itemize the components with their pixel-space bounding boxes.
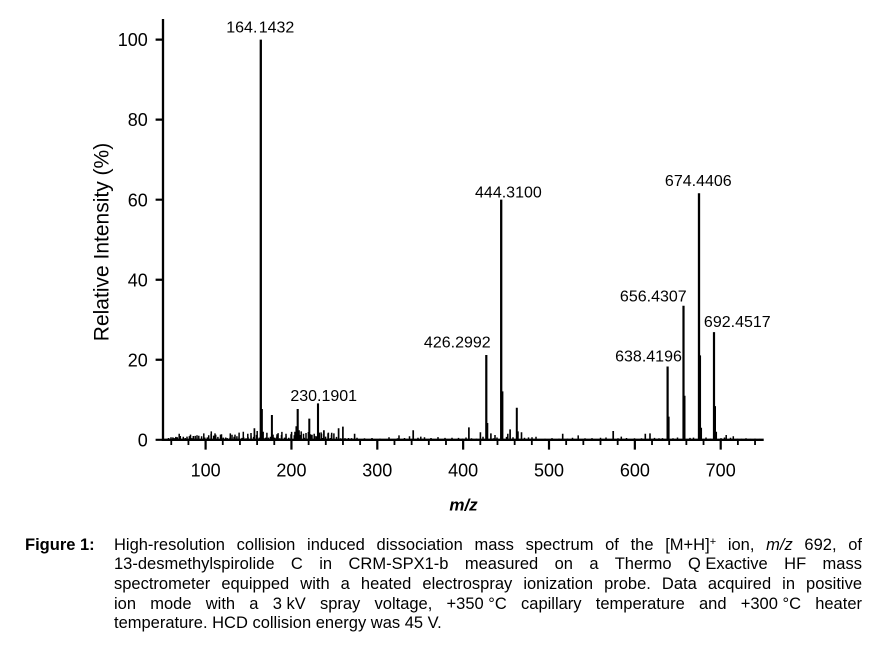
svg-text:164. 1432: 164. 1432: [226, 19, 294, 36]
svg-text:656.4307: 656.4307: [620, 289, 687, 306]
svg-text:80: 80: [128, 110, 148, 130]
svg-text:40: 40: [128, 270, 148, 290]
svg-text:200: 200: [276, 461, 306, 481]
svg-text:20: 20: [128, 350, 148, 370]
svg-text:300: 300: [362, 461, 392, 481]
svg-text:500: 500: [534, 461, 564, 481]
svg-text:100: 100: [191, 461, 221, 481]
svg-text:692.4517: 692.4517: [704, 314, 771, 331]
svg-text:m/z: m/z: [449, 496, 478, 515]
svg-text:Relative Intensity (%): Relative Intensity (%): [91, 143, 114, 341]
svg-text:638.4196: 638.4196: [615, 349, 682, 366]
svg-text:674.4406: 674.4406: [665, 173, 732, 190]
svg-text:100: 100: [118, 30, 148, 50]
svg-text:600: 600: [620, 461, 650, 481]
svg-text:400: 400: [448, 461, 478, 481]
svg-text:0: 0: [138, 430, 148, 450]
svg-text:230.1901: 230.1901: [290, 388, 357, 405]
svg-text:444.3100: 444.3100: [475, 185, 542, 202]
svg-text:700: 700: [706, 461, 736, 481]
svg-text:60: 60: [128, 190, 148, 210]
svg-text:426.2992: 426.2992: [424, 335, 491, 352]
